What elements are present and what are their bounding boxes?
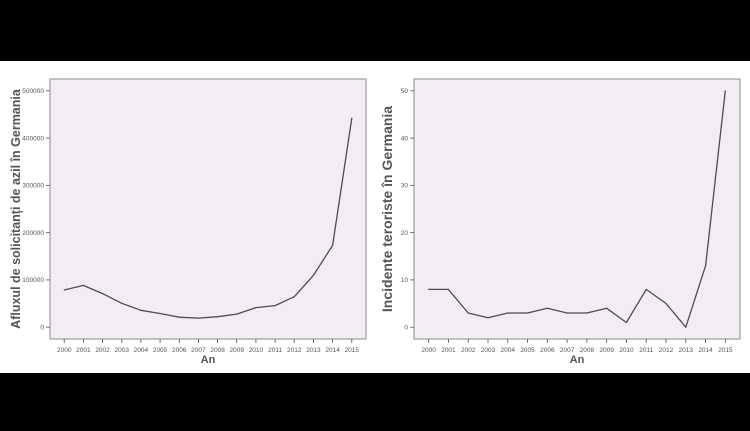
series-line	[428, 90, 726, 328]
y-tick-label: 200000	[22, 230, 44, 237]
x-tick-label: 2015	[718, 347, 733, 354]
data-point	[236, 313, 238, 315]
data-point	[586, 312, 588, 314]
y-axis-label: Incidente teroriste în Germania	[379, 106, 395, 312]
data-point	[293, 296, 295, 298]
data-point	[312, 274, 315, 276]
data-point	[507, 312, 509, 314]
x-tick-label: 2010	[249, 347, 264, 354]
x-tick-label: 2014	[698, 347, 713, 354]
letterbox-top	[0, 0, 750, 61]
y-axis-label: Afluxul de solicitanți de azil în German…	[9, 88, 23, 329]
data-point	[216, 316, 219, 318]
x-tick-label: 2002	[95, 347, 110, 354]
x-tick-label: 2011	[268, 347, 282, 354]
x-axis-label: An	[570, 354, 585, 366]
x-tick-label: 2006	[540, 347, 555, 354]
data-point	[274, 304, 276, 307]
x-tick-label: 2003	[114, 347, 129, 354]
series-line	[64, 118, 353, 319]
letterbox-bottom	[0, 373, 750, 431]
x-tick-label: 2015	[345, 347, 360, 354]
y-tick-label: 0	[404, 324, 408, 331]
x-tick-label: 2004	[501, 347, 516, 354]
data-point	[428, 288, 430, 290]
x-tick-label: 2012	[287, 347, 302, 354]
x-tick-label: 2004	[134, 347, 149, 354]
x-tick-label: 2003	[481, 347, 496, 354]
data-point	[625, 321, 628, 324]
x-tick-label: 2013	[306, 347, 321, 354]
plot-area-1	[49, 78, 367, 340]
y-tick-label: 500000	[22, 88, 44, 95]
x-tick-label: 2007	[191, 347, 206, 354]
charts-svg: 0 100000 200000 300000 400000 500000 2000 2001 2…	[9, 78, 741, 366]
data-point	[606, 307, 608, 309]
y-tick-label: 50	[401, 88, 409, 95]
data-point	[351, 117, 353, 119]
data-point	[140, 309, 142, 311]
data-point	[704, 265, 707, 267]
data-point	[487, 317, 489, 319]
y-tick-label: 40	[401, 135, 409, 142]
x-tick-label: 2006	[172, 347, 187, 354]
data-point	[724, 90, 726, 92]
data-point	[685, 326, 687, 328]
data-point	[159, 312, 161, 315]
data-point	[566, 312, 568, 314]
x-tick-label: 2000	[57, 347, 72, 354]
data-point	[101, 292, 104, 295]
x-tick-label: 2013	[679, 347, 694, 354]
y-tick-label: 300000	[22, 183, 44, 190]
y-tick-label: 400000	[22, 135, 44, 142]
x-tick-label: 2008	[580, 347, 595, 354]
y-tick-label: 30	[401, 183, 409, 190]
x-tick-label: 2007	[560, 347, 575, 354]
x-tick-label: 2010	[619, 347, 634, 354]
y-tick-label: 0	[40, 324, 44, 331]
data-point	[178, 316, 180, 318]
data-point	[467, 312, 469, 314]
data-point	[255, 307, 257, 309]
y-tick-label: 20	[401, 230, 409, 237]
data-point	[665, 302, 667, 305]
x-tick-label: 2001	[76, 347, 91, 354]
x-tick-label: 2009	[230, 347, 245, 354]
data-point	[82, 284, 84, 287]
y-tick-label: 100000	[22, 277, 44, 284]
x-tick-label: 2009	[599, 347, 614, 354]
x-tick-label: 2011	[639, 347, 653, 354]
data-point	[526, 312, 529, 314]
x-tick-label: 2005	[520, 347, 535, 354]
x-tick-label: 2005	[153, 347, 168, 354]
data-point	[197, 317, 200, 319]
data-point	[121, 302, 123, 304]
data-point	[645, 288, 647, 290]
y-tick-label: 10	[401, 277, 409, 284]
x-tick-label: 2002	[461, 347, 476, 354]
x-tick-label: 2014	[325, 347, 340, 354]
x-tick-label: 2000	[421, 347, 436, 354]
x-tick-label: 2008	[210, 347, 225, 354]
plot-area-2	[413, 78, 741, 340]
data-point	[447, 288, 450, 290]
data-point	[546, 307, 548, 309]
x-tick-label: 2001	[441, 347, 456, 354]
x-tick-label: 2012	[659, 347, 674, 354]
x-axis-label: An	[201, 354, 216, 366]
data-point	[63, 289, 65, 291]
data-point	[332, 244, 334, 246]
figure-area: 0 100000 200000 300000 400000 500000 2000 2001 2…	[0, 61, 750, 373]
